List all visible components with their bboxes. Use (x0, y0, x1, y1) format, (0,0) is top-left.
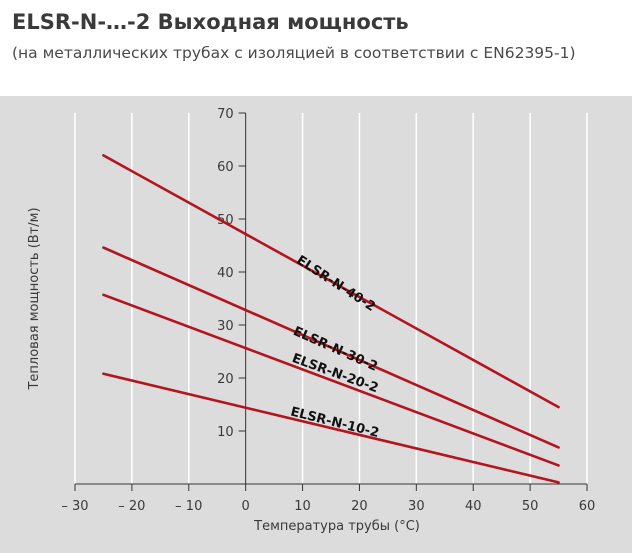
y-tick-label: 30 (217, 319, 234, 334)
x-tick-label: 50 (522, 499, 539, 514)
x-tick-label: 60 (579, 499, 596, 514)
y-tick-label: 70 (217, 107, 234, 122)
chart-subtitle: (на металлических трубах с изоляцией в с… (12, 44, 576, 62)
x-tick-label: – 10 (175, 499, 202, 514)
x-tick-label: 0 (242, 499, 250, 514)
series-label-1: ELSR-N-40-2 (294, 253, 378, 315)
y-tick-label: 20 (217, 372, 234, 387)
chart-header: ELSR-N-…-2 Выходная мощность (на металли… (0, 0, 632, 96)
series-line-2 (102, 246, 560, 449)
x-tick-label: – 30 (61, 499, 88, 514)
series-line-1 (102, 154, 560, 409)
y-axis-title: Тепловая мощность (Вт/м) (27, 207, 42, 390)
x-tick-label: 40 (465, 499, 482, 514)
series-line-4 (102, 372, 560, 484)
y-tick-label: 60 (217, 160, 234, 175)
x-tick-label: – 20 (118, 499, 145, 514)
x-axis-title: Температура трубы (°C) (253, 519, 420, 534)
x-tick-label: 10 (294, 499, 311, 514)
chart-panel (0, 96, 632, 553)
chart-title: ELSR-N-…-2 Выходная мощность (12, 10, 409, 34)
y-tick-label: 40 (217, 266, 234, 281)
series-line-3 (102, 293, 560, 467)
y-tick-label: 10 (217, 425, 234, 440)
x-tick-label: 30 (408, 499, 425, 514)
x-tick-label: 20 (351, 499, 368, 514)
